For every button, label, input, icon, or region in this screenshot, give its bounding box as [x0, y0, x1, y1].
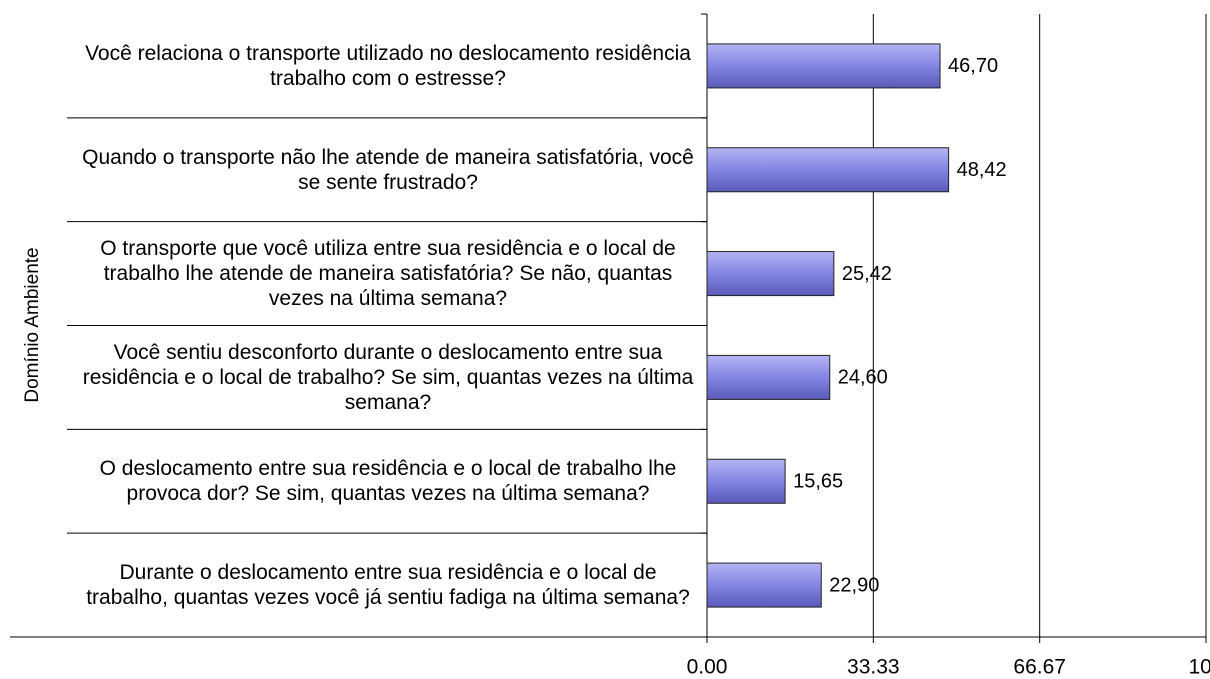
bar: [706, 458, 786, 504]
category-label: Você relaciona o transporte utilizado no…: [85, 41, 691, 90]
x-tick-label: 0.00: [687, 656, 728, 679]
category-label: O deslocamento entre sua residência e o …: [99, 457, 677, 506]
x-tick-label: 33.33: [847, 656, 900, 679]
x-tick-label: 66.67: [1013, 656, 1066, 679]
value-label: 24,60: [838, 367, 888, 389]
bar: [706, 562, 822, 608]
value-label: 15,65: [793, 471, 843, 493]
value-label: 25,42: [842, 263, 892, 285]
value-label: 22,90: [829, 574, 879, 596]
bar: [706, 43, 941, 89]
bar: [706, 147, 950, 193]
bar: [706, 354, 831, 400]
category-label: Você sentiu desconforto durante o desloc…: [82, 340, 694, 414]
bar: [706, 251, 835, 297]
category-label: Durante o deslocamento entre sua residên…: [86, 561, 690, 610]
x-tick-label: 100: [1188, 656, 1210, 679]
value-label: 46,70: [948, 55, 998, 77]
y-axis-label: Domínio Ambiente: [22, 247, 43, 402]
category-label: O transporte que você utiliza entre sua …: [100, 237, 676, 311]
value-label: 48,42: [957, 159, 1007, 181]
category-label: Quando o transporte não lhe atende de ma…: [82, 145, 694, 194]
